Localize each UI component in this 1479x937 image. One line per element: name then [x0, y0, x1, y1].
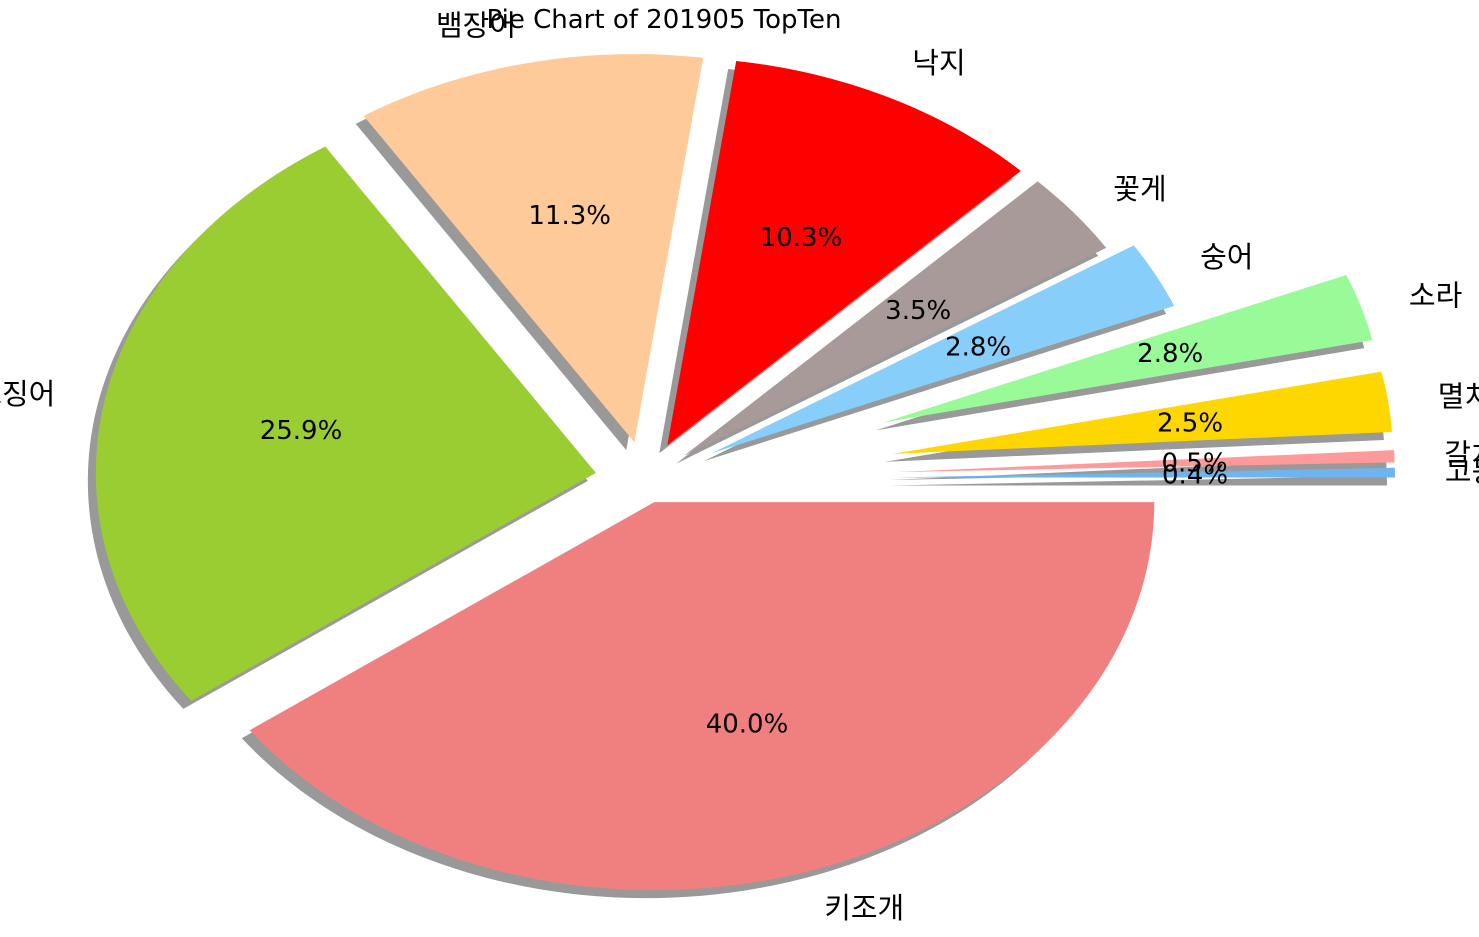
slice-1-label: 키조개 [824, 891, 904, 925]
pie-slices [95, 54, 1395, 891]
slice-5-label: 꽃게 [1113, 172, 1166, 206]
slice-6-percent: 2.8% [945, 332, 1011, 362]
slice-3-label: 뱀장어 [436, 8, 516, 42]
slice-2-label: 살오징어 [0, 377, 55, 411]
slice-labels: 키조개 40.0% 살오징어 25.9% 뱀장어 11.3% 낙지 10.3% 꽃게 3.5% 숭어… [0, 8, 1479, 925]
slice-10-label: 고등어 [1445, 455, 1479, 489]
slice-4-label: 낙지 [912, 46, 965, 80]
slice-2-wedge [95, 146, 596, 701]
slice-8-label: 멸치 [1438, 379, 1479, 413]
slice-4-percent: 10.3% [760, 223, 843, 253]
slice-3-wedge [363, 54, 704, 443]
slice-8-percent: 2.5% [1157, 409, 1223, 439]
slice-1-percent: 40.0% [706, 710, 789, 740]
slice-9-wedge [894, 450, 1395, 473]
slice-5-wedge [684, 181, 1107, 456]
slice-10-percent: 0.4% [1162, 461, 1228, 491]
slice-7-label: 소라 [1409, 279, 1462, 313]
slice-9-label: 갈치류 [1444, 438, 1479, 472]
slice-10-wedge [894, 467, 1395, 478]
slice-4-wedge [667, 60, 1021, 446]
chart-title: Pie Chart of 201905 TopTen [487, 5, 842, 35]
slice-5-percent: 3.5% [885, 296, 951, 326]
slice-8-wedge [892, 371, 1392, 454]
slice-2-percent: 25.9% [260, 416, 343, 446]
slice-7-wedge [883, 275, 1373, 423]
slice-9-percent: 0.5% [1161, 449, 1227, 479]
slice-1-wedge [249, 502, 1155, 891]
slice-3-percent: 11.3% [528, 201, 611, 231]
slice-7-percent: 2.8% [1137, 339, 1203, 369]
slice-10-shadow [886, 475, 1387, 486]
slice-6-label: 숭어 [1200, 240, 1253, 274]
slice-6-wedge [711, 245, 1175, 454]
